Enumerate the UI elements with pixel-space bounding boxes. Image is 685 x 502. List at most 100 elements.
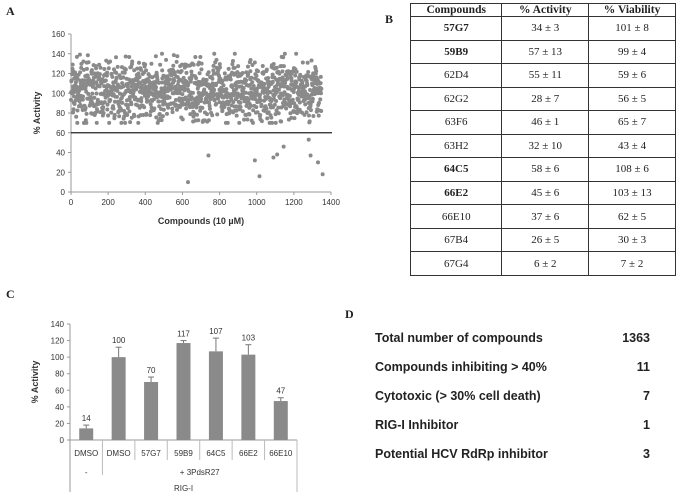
data-point	[318, 74, 323, 79]
data-point	[84, 66, 89, 71]
compound-cell: 67G4	[409, 251, 503, 276]
data-point	[214, 101, 219, 106]
data-point	[303, 102, 308, 107]
data-point	[111, 106, 116, 111]
summary-value: 3	[643, 447, 650, 461]
data-point	[195, 112, 200, 117]
data-point	[292, 116, 297, 121]
data-label: 107	[209, 327, 223, 336]
data-point	[84, 83, 89, 88]
data-point	[127, 94, 132, 99]
activity-cell: 28 ± 7	[501, 86, 590, 112]
data-point	[78, 70, 83, 75]
data-point	[234, 86, 239, 91]
summary-label: Compounds inhibiting > 40%	[375, 360, 547, 374]
data-point	[97, 84, 102, 89]
data-point	[308, 108, 313, 113]
panel-label-b: B	[385, 12, 394, 26]
data-point	[294, 80, 299, 85]
data-point	[246, 97, 251, 102]
data-point	[69, 97, 73, 102]
data-point	[253, 96, 258, 101]
data-point	[120, 81, 125, 86]
data-point	[276, 105, 281, 110]
data-point	[86, 60, 91, 65]
viability-cell: 56 ± 5	[588, 86, 676, 112]
data-point	[277, 71, 282, 76]
data-point	[135, 66, 140, 71]
data-point	[164, 57, 169, 62]
data-point	[191, 62, 196, 67]
viability-cell: 103 ± 13	[588, 180, 676, 206]
data-point	[130, 59, 135, 64]
data-point	[138, 80, 143, 85]
data-point	[244, 78, 249, 83]
data-point	[232, 51, 237, 56]
data-point	[259, 119, 264, 124]
viability-cell: 65 ± 7	[588, 110, 676, 135]
data-point	[289, 115, 294, 120]
data-point	[206, 70, 211, 75]
table-row: 62G2 28 ± 7 56 ± 5	[409, 86, 676, 112]
outlier-point	[281, 144, 286, 149]
data-point	[281, 55, 286, 60]
data-point	[258, 113, 263, 118]
data-point	[274, 99, 279, 104]
data-point	[107, 120, 112, 125]
x-tick-label: 800	[213, 198, 227, 207]
data-point	[199, 96, 204, 101]
data-point	[248, 83, 253, 88]
data-point	[264, 106, 269, 111]
data-point	[207, 103, 212, 108]
data-point	[221, 83, 226, 88]
viability-cell: 59 ± 6	[588, 63, 676, 88]
data-point	[193, 55, 198, 60]
data-point	[137, 74, 142, 79]
data-point	[73, 73, 78, 78]
data-point	[71, 110, 76, 115]
activity-cell: 6 ± 2	[501, 251, 590, 276]
data-point	[230, 59, 235, 64]
compound-cell: 59B9	[409, 39, 503, 65]
outlier-point	[252, 158, 257, 163]
outlier-point	[320, 172, 325, 177]
data-point	[88, 95, 93, 100]
data-point	[211, 68, 216, 73]
summary-row: Cytotoxic (> 30% cell death) 7	[375, 389, 650, 403]
y-tick-label: 60	[56, 129, 65, 138]
outlier-point	[275, 152, 280, 157]
data-point	[114, 75, 119, 80]
x-tick-label: 1200	[285, 198, 303, 207]
data-point	[211, 63, 216, 68]
data-point	[265, 116, 270, 121]
data-point	[195, 101, 200, 106]
data-point	[159, 118, 164, 123]
data-point	[222, 71, 227, 76]
data-point	[139, 99, 144, 104]
data-point	[305, 83, 310, 88]
viability-cell: 62 ± 5	[588, 204, 676, 229]
data-point	[127, 55, 132, 60]
data-point	[123, 54, 128, 59]
data-point	[249, 86, 254, 91]
y-tick-label: 140	[51, 320, 65, 329]
data-point	[112, 112, 117, 117]
data-point	[112, 99, 117, 104]
x-tick-label: 1400	[322, 198, 340, 207]
data-point	[74, 80, 79, 85]
data-point	[154, 85, 159, 90]
data-point	[125, 84, 130, 89]
data-point	[153, 54, 158, 59]
data-point	[227, 111, 232, 116]
group-label-treatment: + 3PdsR27	[180, 468, 220, 477]
data-point	[170, 110, 175, 115]
data-point	[308, 87, 313, 92]
data-point	[188, 112, 193, 117]
data-point	[174, 59, 179, 64]
data-point	[167, 95, 172, 100]
y-tick-label: 160	[52, 30, 66, 39]
compound-cell: 63H2	[409, 133, 503, 159]
data-point	[156, 80, 161, 85]
data-point	[228, 77, 233, 82]
summary-value: 11	[636, 360, 650, 374]
